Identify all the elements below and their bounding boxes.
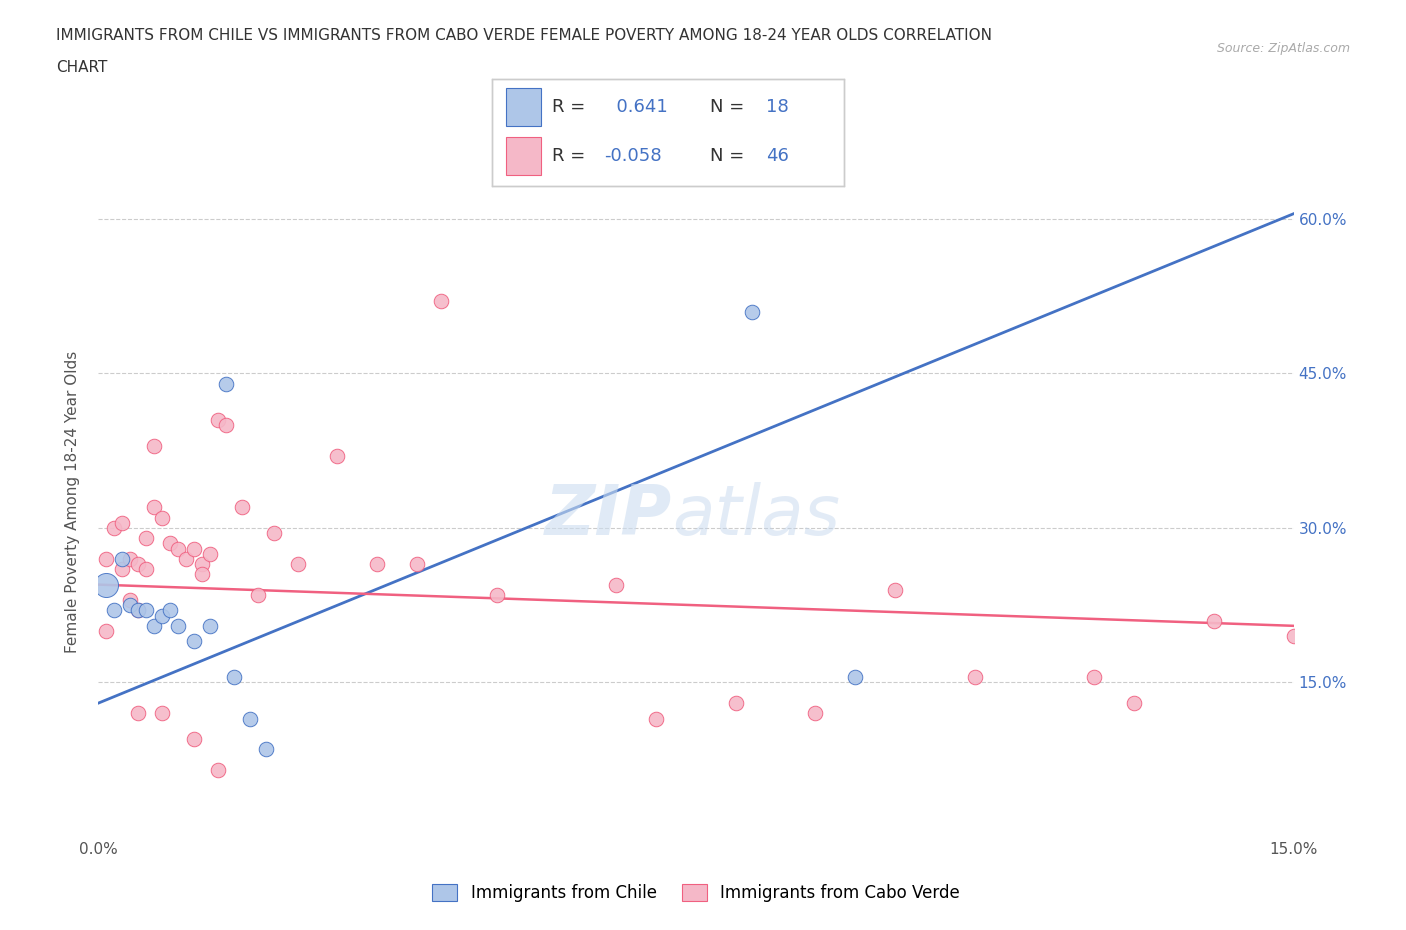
Point (191, 567, 214, 582)
Point (143, 618, 166, 633)
Point (135, 531, 157, 546)
Point (127, 706, 149, 721)
Text: R =: R = (551, 98, 585, 116)
Point (191, 556, 214, 571)
Point (326, 448, 349, 463)
Text: atlas: atlas (672, 482, 839, 549)
Point (741, 304, 763, 319)
Point (254, 742, 277, 757)
Point (406, 556, 429, 571)
Point (844, 670, 866, 684)
Point (207, 412, 229, 427)
Point (198, 618, 221, 633)
Point (1083, 670, 1105, 684)
Point (159, 536, 181, 551)
Point (127, 603, 149, 618)
Point (239, 711, 262, 726)
Point (1202, 613, 1225, 628)
Text: IMMIGRANTS FROM CHILE VS IMMIGRANTS FROM CABO VERDE FEMALE POVERTY AMONG 18-24 Y: IMMIGRANTS FROM CHILE VS IMMIGRANTS FROM… (56, 28, 993, 43)
Point (198, 546, 221, 561)
Point (724, 696, 747, 711)
Point (207, 763, 229, 777)
Point (263, 525, 285, 540)
Text: Source: ZipAtlas.com: Source: ZipAtlas.com (1216, 42, 1350, 55)
Point (183, 732, 205, 747)
Point (135, 603, 157, 618)
Point (120, 598, 142, 613)
Text: N =: N = (710, 147, 744, 165)
Text: ZIP: ZIP (544, 482, 672, 549)
Point (111, 515, 134, 530)
Point (215, 418, 238, 432)
Point (174, 551, 197, 566)
Text: 46: 46 (766, 147, 789, 165)
Legend: Immigrants from Chile, Immigrants from Cabo Verde: Immigrants from Chile, Immigrants from C… (426, 878, 966, 909)
Point (884, 582, 907, 597)
Point (127, 603, 149, 618)
Point (231, 500, 253, 515)
Point (183, 634, 205, 649)
Point (96, 623, 118, 638)
Text: N =: N = (710, 98, 744, 116)
Point (963, 670, 986, 684)
Point (120, 592, 142, 607)
Point (215, 377, 238, 392)
Point (120, 551, 142, 566)
Bar (506, 137, 541, 175)
Text: 0.641: 0.641 (605, 98, 668, 116)
Point (103, 521, 125, 536)
Point (150, 706, 173, 721)
Point (167, 618, 190, 633)
Point (1123, 696, 1146, 711)
Point (222, 670, 245, 684)
Point (1282, 629, 1305, 644)
Point (287, 556, 309, 571)
Text: R =: R = (551, 147, 585, 165)
Point (804, 706, 827, 721)
Point (111, 562, 134, 577)
Text: CHART: CHART (56, 60, 108, 75)
Point (150, 608, 173, 623)
Point (167, 541, 190, 556)
Point (183, 541, 205, 556)
Point (143, 438, 166, 453)
Text: 18: 18 (766, 98, 789, 116)
Point (430, 294, 453, 309)
Y-axis label: Female Poverty Among 18-24 Year Olds: Female Poverty Among 18-24 Year Olds (65, 352, 80, 654)
Point (246, 588, 269, 603)
Text: -0.058: -0.058 (605, 147, 662, 165)
Point (96, 578, 118, 592)
Point (103, 603, 125, 618)
Point (366, 556, 388, 571)
Point (135, 562, 157, 577)
Point (605, 578, 627, 592)
Point (111, 551, 134, 566)
Point (150, 511, 173, 525)
Point (143, 500, 166, 515)
Point (127, 556, 149, 571)
Point (645, 711, 668, 726)
Point (485, 588, 508, 603)
Point (96, 551, 118, 566)
Bar (506, 87, 541, 126)
Point (159, 603, 181, 618)
